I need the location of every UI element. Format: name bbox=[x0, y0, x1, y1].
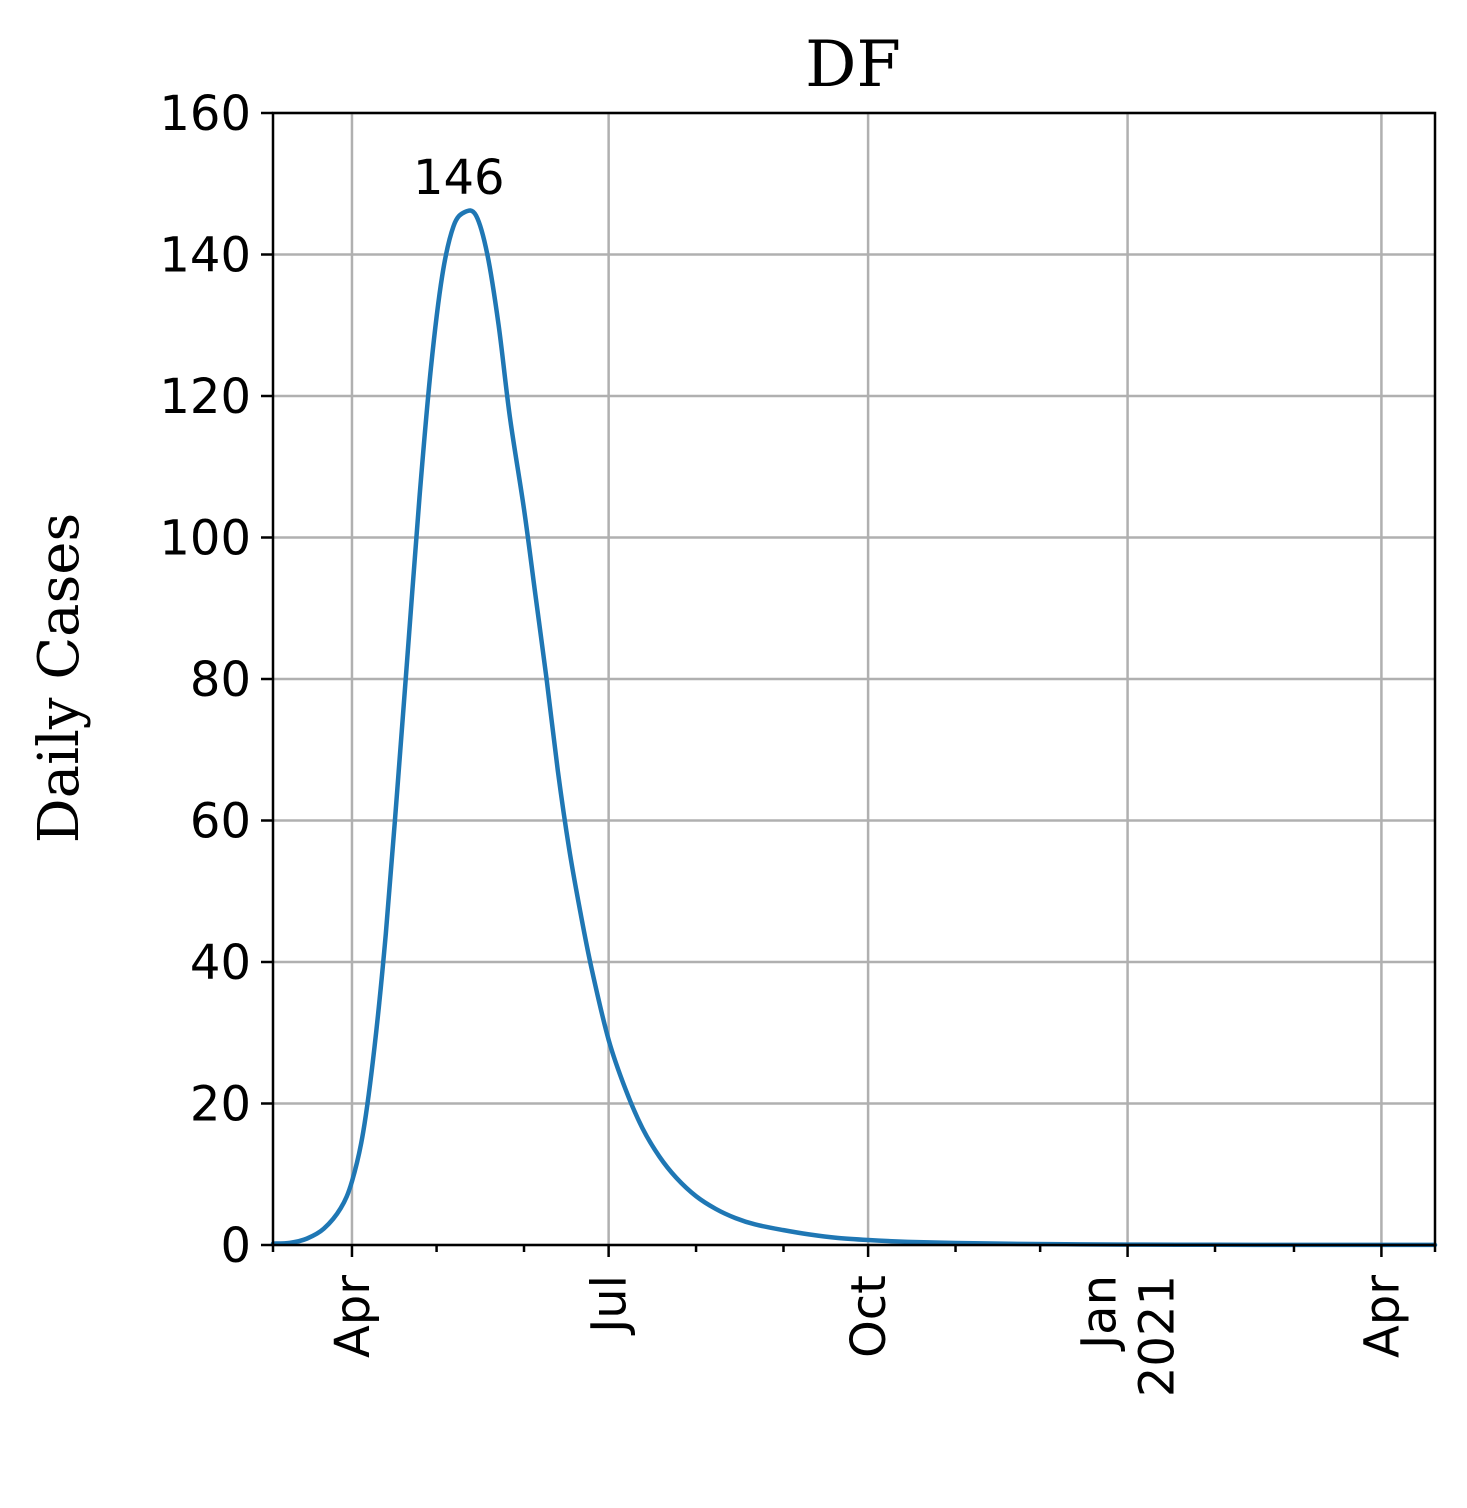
x-tick-label: 2021 bbox=[1130, 1275, 1186, 1397]
labels-layer: DF Daily Cases bbox=[27, 28, 901, 843]
y-tick-label: 140 bbox=[159, 228, 251, 284]
x-tick-label: Jul bbox=[582, 1275, 638, 1336]
daily-cases-line bbox=[270, 208, 1438, 1248]
x-tick-label: Apr bbox=[325, 1275, 381, 1358]
peak-value-label: 146 bbox=[413, 150, 505, 206]
x-tick-label: Jan bbox=[1072, 1275, 1128, 1352]
axes-layer: 0 20 40 60 80 100 120 140 160 Apr Jul Oct Jan 2021 Apr bbox=[159, 86, 1437, 1397]
y-tick-label: 0 bbox=[220, 1218, 251, 1274]
x-tick-label: Oct bbox=[841, 1275, 897, 1358]
y-axis-label: Daily Cases bbox=[27, 513, 92, 843]
y-tick-label: 20 bbox=[190, 1077, 251, 1133]
y-tick-label: 120 bbox=[159, 369, 251, 425]
y-tick-label: 80 bbox=[190, 652, 251, 708]
y-tick-label: 40 bbox=[190, 935, 251, 991]
series-layer: 146 bbox=[270, 150, 1438, 1248]
plot-frame bbox=[271, 111, 1437, 1247]
y-tick-label: 160 bbox=[159, 86, 251, 142]
y-tick-label: 100 bbox=[159, 511, 251, 567]
grid-layer bbox=[273, 111, 1435, 1247]
y-tick-label: 60 bbox=[190, 794, 251, 850]
chart-title: DF bbox=[805, 28, 901, 102]
x-tick-label: Apr bbox=[1354, 1275, 1410, 1358]
